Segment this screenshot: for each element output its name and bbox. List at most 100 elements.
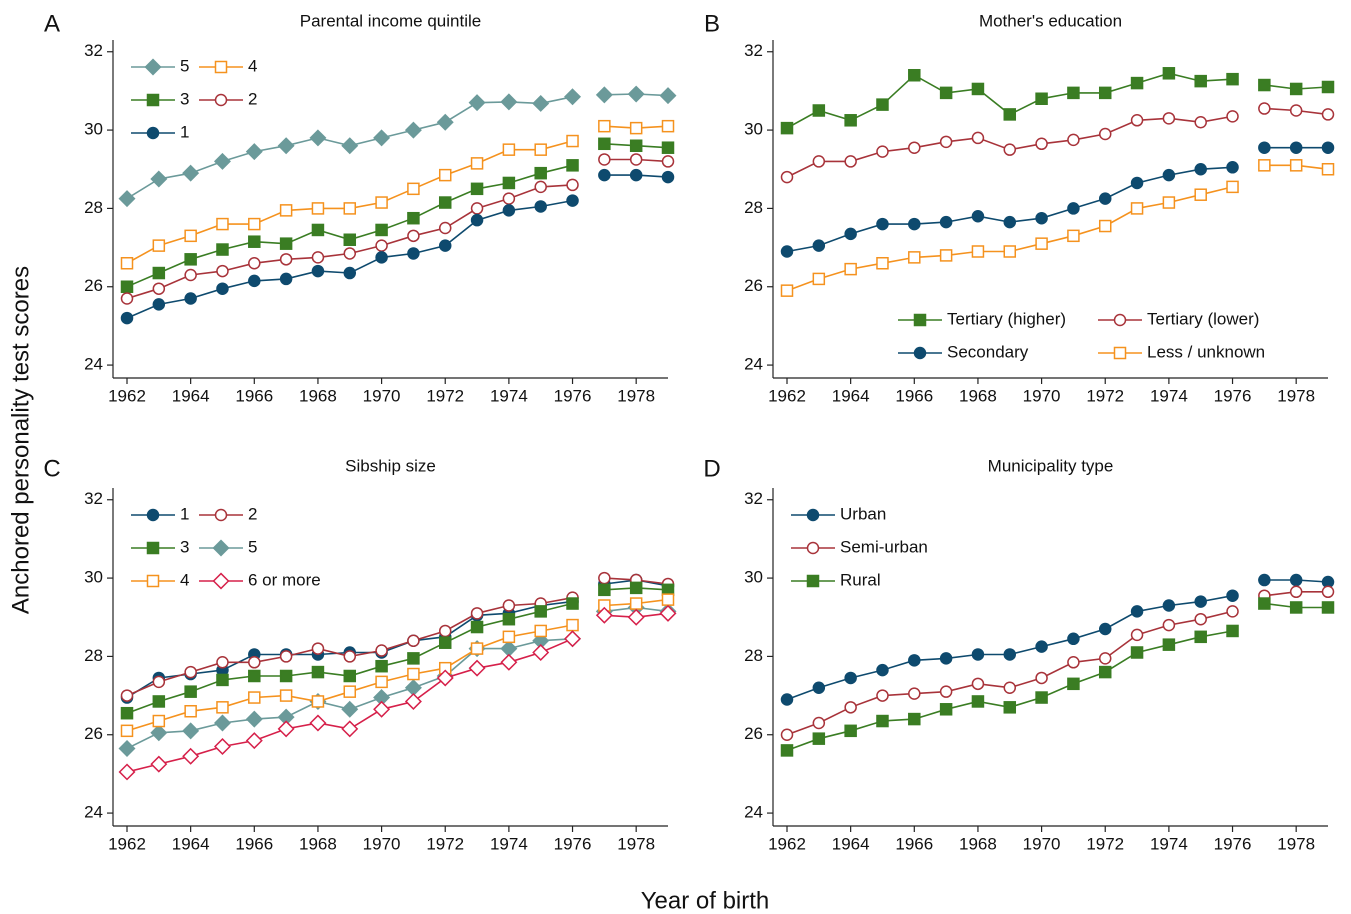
marker bbox=[438, 624, 452, 638]
marker bbox=[1258, 159, 1271, 172]
x-tick-label: 1972 bbox=[1086, 386, 1124, 405]
marker bbox=[404, 679, 422, 697]
y-tick-label: 30 bbox=[84, 120, 103, 139]
marker bbox=[311, 223, 325, 237]
marker bbox=[595, 606, 613, 624]
legend-label: 2 bbox=[248, 89, 257, 108]
y-tick-label: 24 bbox=[744, 355, 763, 374]
marker bbox=[844, 227, 857, 241]
y-tick-label: 32 bbox=[744, 489, 763, 508]
marker bbox=[1130, 76, 1144, 90]
marker bbox=[341, 720, 359, 738]
marker bbox=[468, 94, 486, 112]
marker bbox=[502, 630, 516, 644]
legend-label: Less / unknown bbox=[1147, 342, 1265, 361]
marker bbox=[595, 86, 613, 104]
series-line bbox=[126, 143, 669, 288]
legend-marker bbox=[913, 313, 927, 327]
marker bbox=[120, 311, 134, 325]
marker bbox=[598, 571, 611, 585]
marker bbox=[118, 190, 136, 208]
marker bbox=[566, 159, 579, 172]
marker bbox=[216, 243, 229, 256]
marker bbox=[939, 86, 953, 100]
marker bbox=[876, 145, 889, 158]
x-tick-label: 1964 bbox=[832, 834, 870, 853]
marker bbox=[598, 168, 611, 182]
marker bbox=[844, 724, 857, 738]
legend-marker bbox=[146, 541, 160, 555]
y-tick-label: 32 bbox=[744, 41, 763, 60]
marker bbox=[311, 665, 325, 679]
marker bbox=[1003, 143, 1017, 156]
marker bbox=[407, 652, 420, 665]
marker bbox=[248, 274, 261, 288]
marker bbox=[534, 605, 547, 618]
marker bbox=[184, 685, 197, 698]
marker bbox=[184, 229, 197, 243]
marker bbox=[627, 85, 645, 103]
marker bbox=[908, 712, 921, 726]
marker bbox=[216, 701, 229, 714]
y-tick-label: 28 bbox=[744, 646, 763, 665]
marker bbox=[1321, 162, 1335, 176]
marker bbox=[436, 669, 454, 687]
marker bbox=[908, 654, 921, 667]
panel-title: Municipality type bbox=[988, 456, 1114, 475]
legend-label: Tertiary (higher) bbox=[947, 309, 1066, 328]
marker bbox=[1162, 112, 1176, 125]
marker bbox=[375, 675, 388, 689]
marker bbox=[152, 298, 166, 311]
marker bbox=[1321, 601, 1335, 614]
y-tick-label: 24 bbox=[744, 803, 763, 822]
marker bbox=[248, 256, 261, 270]
marker bbox=[470, 202, 484, 215]
marker bbox=[152, 239, 166, 252]
marker bbox=[407, 667, 420, 681]
marker bbox=[438, 168, 452, 182]
marker bbox=[812, 732, 826, 745]
marker bbox=[876, 217, 889, 231]
marker bbox=[375, 644, 388, 657]
marker bbox=[375, 196, 388, 209]
marker bbox=[1067, 86, 1080, 100]
marker bbox=[343, 685, 357, 698]
marker bbox=[971, 82, 985, 96]
marker bbox=[120, 256, 134, 270]
marker bbox=[971, 131, 985, 145]
marker bbox=[1098, 665, 1112, 679]
marker bbox=[375, 223, 388, 237]
marker bbox=[248, 669, 261, 683]
legend-marker bbox=[212, 539, 230, 557]
marker bbox=[279, 689, 293, 702]
marker bbox=[502, 176, 516, 190]
legend-label: 5 bbox=[248, 537, 257, 556]
marker bbox=[184, 268, 197, 282]
marker bbox=[1162, 67, 1176, 80]
y-tick-label: 30 bbox=[744, 568, 763, 587]
marker bbox=[534, 143, 547, 156]
legend-label: 6 or more bbox=[248, 570, 321, 589]
marker bbox=[216, 282, 229, 295]
marker bbox=[120, 689, 134, 702]
marker bbox=[245, 710, 263, 728]
marker bbox=[216, 264, 229, 278]
marker bbox=[248, 235, 261, 248]
marker bbox=[661, 155, 675, 168]
marker bbox=[1162, 196, 1176, 209]
marker bbox=[1035, 211, 1048, 225]
x-tick-label: 1978 bbox=[617, 834, 655, 853]
marker bbox=[876, 98, 889, 111]
marker bbox=[468, 659, 486, 677]
marker bbox=[502, 192, 516, 205]
x-tick-label: 1970 bbox=[363, 386, 401, 405]
marker bbox=[876, 256, 889, 270]
marker bbox=[1130, 176, 1144, 190]
marker bbox=[436, 113, 454, 131]
marker bbox=[343, 247, 357, 260]
marker bbox=[1035, 691, 1048, 704]
marker bbox=[844, 114, 857, 127]
marker bbox=[213, 714, 231, 732]
x-tick-label: 1964 bbox=[172, 834, 210, 853]
